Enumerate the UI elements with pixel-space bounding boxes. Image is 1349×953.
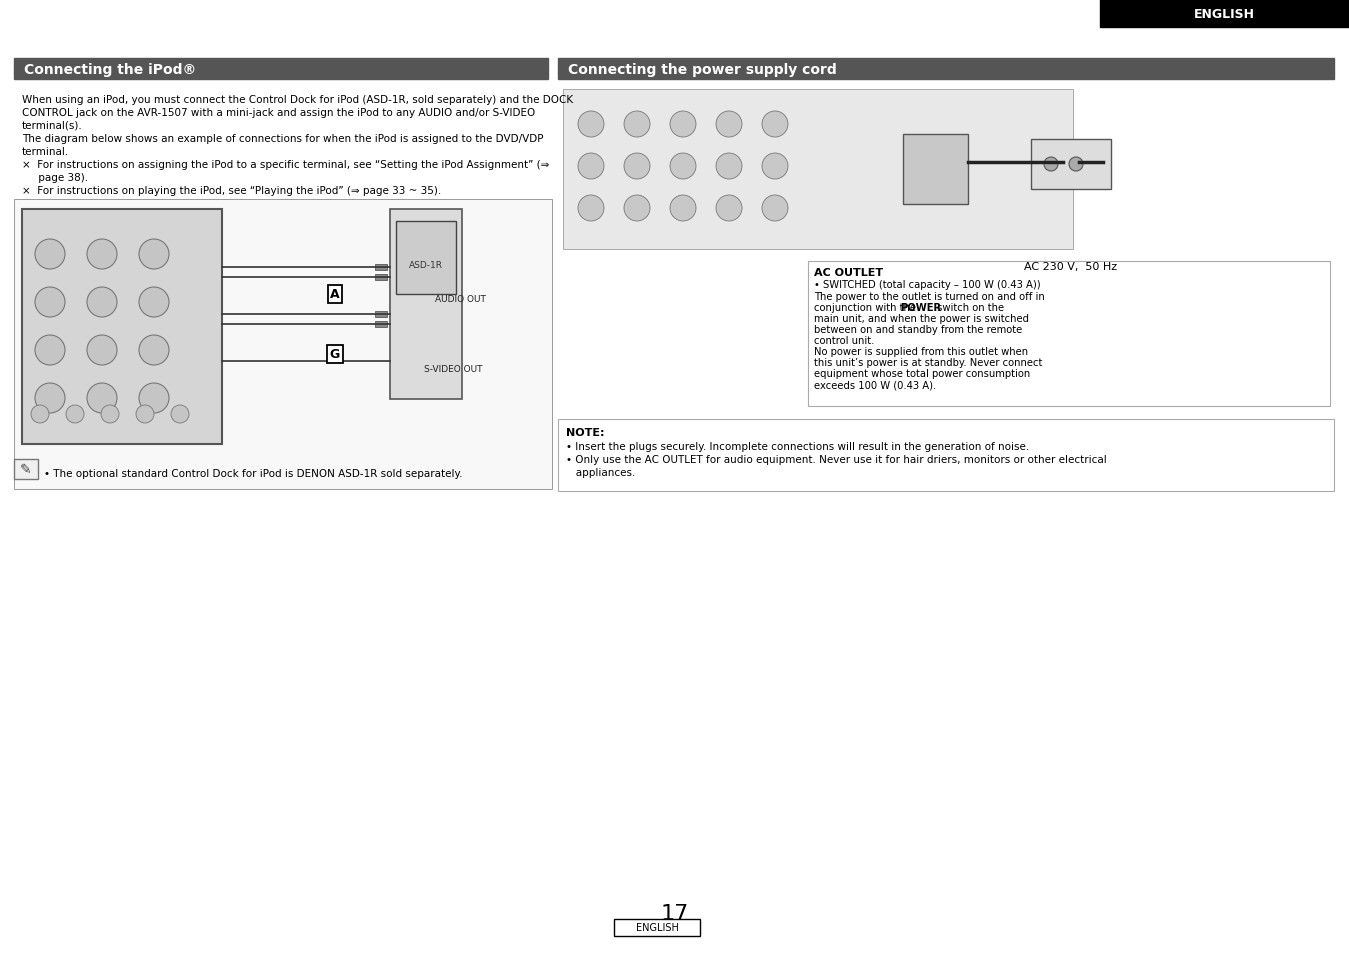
Text: AC OUTLET: AC OUTLET: [813, 268, 884, 277]
Text: between on and standby from the remote: between on and standby from the remote: [813, 325, 1023, 335]
Circle shape: [762, 153, 788, 180]
Text: • SWITCHED (total capacity – 100 W (0.43 A)): • SWITCHED (total capacity – 100 W (0.43…: [813, 280, 1040, 290]
Text: equipment whose total power consumption: equipment whose total power consumption: [813, 369, 1031, 378]
Circle shape: [35, 288, 65, 317]
Bar: [558, 419, 1334, 492]
Text: this unit’s power is at standby. Never connect: this unit’s power is at standby. Never c…: [813, 357, 1043, 368]
Text: conjunction with the: conjunction with the: [813, 303, 919, 313]
Circle shape: [762, 195, 788, 222]
Circle shape: [577, 153, 604, 180]
Text: The diagram below shows an example of connections for when the iPod is assigned : The diagram below shows an example of co…: [22, 133, 544, 144]
Text: No power is supplied from this outlet when: No power is supplied from this outlet wh…: [813, 347, 1028, 356]
Circle shape: [136, 406, 154, 423]
Bar: [1031, 140, 1112, 190]
Circle shape: [716, 112, 742, 138]
Bar: [13, 59, 548, 80]
Text: POWER: POWER: [900, 303, 940, 313]
Text: The power to the outlet is turned on and off in: The power to the outlet is turned on and…: [813, 292, 1044, 302]
Circle shape: [625, 153, 650, 180]
Circle shape: [86, 335, 117, 366]
Text: • Only use the AC OUTLET for audio equipment. Never use it for hair driers, moni: • Only use the AC OUTLET for audio equip…: [567, 455, 1106, 464]
Text: • Insert the plugs securely. Incomplete connections will result in the generatio: • Insert the plugs securely. Incomplete …: [567, 441, 1029, 452]
Text: G: G: [331, 348, 340, 361]
Text: A: A: [331, 288, 340, 301]
Text: terminal.: terminal.: [22, 147, 69, 157]
Circle shape: [670, 112, 696, 138]
Circle shape: [35, 384, 65, 414]
Bar: [397, 222, 456, 294]
Circle shape: [86, 240, 117, 270]
Bar: [558, 59, 1334, 80]
Text: S-VIDEO OUT: S-VIDEO OUT: [424, 365, 482, 375]
Text: 17: 17: [661, 903, 688, 923]
Text: NOTE:: NOTE:: [567, 428, 604, 437]
Circle shape: [35, 240, 65, 270]
Text: AC 230 V,  50 Hz: AC 230 V, 50 Hz: [1024, 262, 1117, 272]
Text: ×  For instructions on assigning the iPod to a specific terminal, see “Setting t: × For instructions on assigning the iPod…: [22, 160, 549, 170]
Circle shape: [86, 288, 117, 317]
Circle shape: [139, 240, 169, 270]
Text: main unit, and when the power is switched: main unit, and when the power is switche…: [813, 314, 1029, 324]
Circle shape: [670, 195, 696, 222]
Circle shape: [139, 288, 169, 317]
Text: ✎: ✎: [20, 462, 32, 476]
Text: Connecting the iPod®: Connecting the iPod®: [24, 63, 196, 77]
Bar: [563, 90, 1072, 250]
Circle shape: [1044, 158, 1058, 172]
Bar: [375, 312, 387, 317]
Bar: [375, 265, 387, 271]
Circle shape: [670, 153, 696, 180]
Text: CONTROL jack on the AVR-1507 with a mini-jack and assign the iPod to any AUDIO a: CONTROL jack on the AVR-1507 with a mini…: [22, 108, 536, 118]
Bar: [375, 322, 387, 328]
Circle shape: [35, 335, 65, 366]
Text: terminal(s).: terminal(s).: [22, 121, 82, 131]
Bar: [902, 135, 969, 205]
Text: exceeds 100 W (0.43 A).: exceeds 100 W (0.43 A).: [813, 379, 936, 390]
Bar: [614, 919, 700, 936]
Text: AUDIO OUT: AUDIO OUT: [434, 295, 486, 304]
Text: control unit.: control unit.: [813, 335, 874, 346]
Text: page 38).: page 38).: [22, 172, 88, 183]
Circle shape: [101, 406, 119, 423]
Circle shape: [171, 406, 189, 423]
Circle shape: [66, 406, 84, 423]
Circle shape: [577, 112, 604, 138]
Circle shape: [139, 335, 169, 366]
Text: ×  For instructions on playing the iPod, see “Playing the iPod” (⇒ page 33 ~ 35): × For instructions on playing the iPod, …: [22, 186, 441, 195]
Text: switch on the: switch on the: [934, 303, 1004, 313]
Circle shape: [716, 195, 742, 222]
Circle shape: [31, 406, 49, 423]
Circle shape: [86, 384, 117, 414]
Circle shape: [1063, 154, 1079, 171]
Circle shape: [139, 384, 169, 414]
Circle shape: [625, 195, 650, 222]
Circle shape: [577, 195, 604, 222]
Text: appliances.: appliances.: [567, 468, 635, 477]
Circle shape: [1068, 158, 1083, 172]
Bar: [22, 210, 223, 444]
Text: • The optional standard Control Dock for iPod is DENON ASD-1R sold separately.: • The optional standard Control Dock for…: [45, 469, 463, 478]
Circle shape: [762, 112, 788, 138]
Bar: [390, 210, 461, 399]
Text: When using an iPod, you must connect the Control Dock for iPod (ASD-1R, sold sep: When using an iPod, you must connect the…: [22, 95, 573, 105]
Circle shape: [716, 153, 742, 180]
Bar: [808, 262, 1330, 407]
Text: Connecting the power supply cord: Connecting the power supply cord: [568, 63, 836, 77]
Text: ENGLISH: ENGLISH: [1194, 8, 1255, 20]
Bar: [13, 459, 38, 479]
Bar: [13, 200, 552, 490]
Circle shape: [625, 112, 650, 138]
Text: ENGLISH: ENGLISH: [635, 923, 679, 933]
Text: ASD-1R: ASD-1R: [409, 260, 442, 269]
Bar: [1099, 0, 1349, 28]
Bar: [375, 274, 387, 281]
